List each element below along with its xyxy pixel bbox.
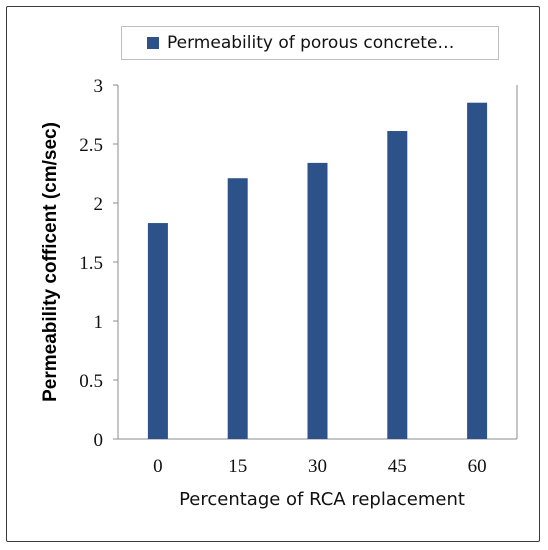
y-tick-label: 0.5: [79, 371, 103, 392]
bar-45: [387, 131, 408, 439]
x-tick-label: 60: [468, 456, 487, 477]
y-ticks: 0 0.5 1 1.5 2 2.5 3: [79, 76, 118, 451]
legend-label: Permeability of porous concrete…: [167, 33, 455, 53]
x-tick-label: 15: [228, 456, 247, 477]
legend: Permeability of porous concrete…: [121, 26, 499, 60]
y-tick-label: 1.5: [79, 253, 103, 274]
x-tick-label: 0: [153, 456, 163, 477]
y-axis-label: Permeability cofficent (cm/sec): [40, 122, 61, 402]
x-tick-label: 30: [308, 456, 327, 477]
bar-30: [307, 162, 328, 439]
y-tick-label: 2: [94, 194, 104, 215]
y-tick-label: 3: [94, 76, 104, 97]
x-tick-label: 45: [388, 456, 407, 477]
figure-frame: [6, 6, 540, 542]
legend-swatch: [147, 37, 159, 49]
x-ticks: 0 15 30 45 60: [153, 456, 486, 477]
bar-15: [227, 178, 248, 439]
bar-60: [467, 102, 488, 439]
bars: [147, 102, 488, 439]
x-axis-label: Percentage of RCA replacement: [179, 489, 465, 510]
y-tick-label: 0: [94, 430, 104, 451]
y-tick-label: 2.5: [79, 135, 103, 156]
bar-0: [147, 223, 168, 439]
y-tick-label: 1: [94, 312, 104, 333]
